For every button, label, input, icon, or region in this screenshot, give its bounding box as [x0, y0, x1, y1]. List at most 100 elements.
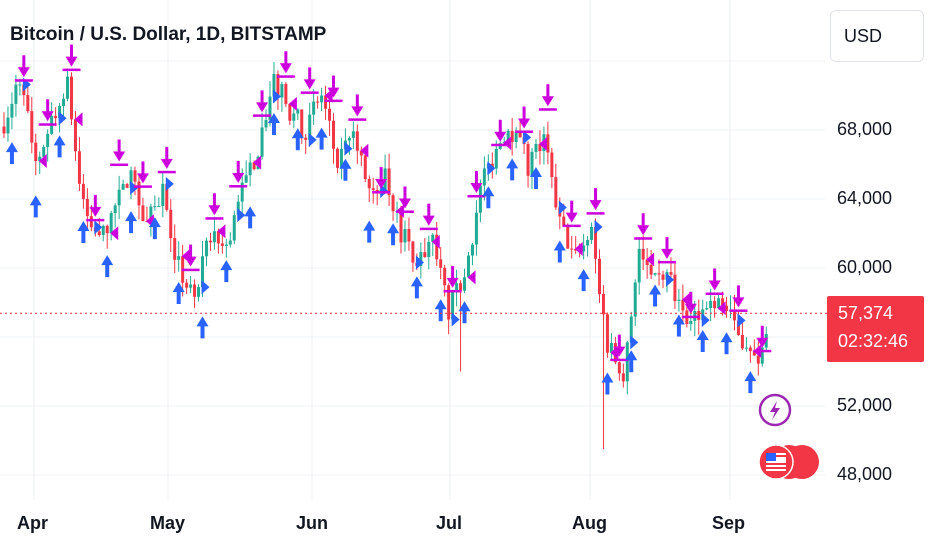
candle-body — [212, 231, 216, 243]
month-tick-label: Jun — [296, 513, 329, 533]
buy-signal-arrow — [244, 206, 257, 229]
candle-body — [339, 148, 343, 168]
candle-body — [494, 148, 498, 169]
right-signal-marker — [308, 132, 317, 147]
sell-signal-bar — [205, 217, 224, 220]
candle-body — [482, 168, 486, 186]
candle-body — [637, 248, 641, 283]
price-tick-label: 52,000 — [837, 395, 893, 415]
candle-body — [705, 308, 709, 310]
right-signal-marker — [666, 272, 675, 287]
month-tick-label: Apr — [17, 513, 48, 533]
candle-body — [81, 183, 85, 199]
candle-body — [2, 126, 6, 134]
sell-signal-bar — [276, 75, 295, 78]
candle-body — [518, 132, 522, 138]
sell-signal-arrow — [565, 200, 578, 223]
candle-body — [244, 175, 248, 183]
candle-body — [530, 151, 534, 176]
us-flag-icon[interactable] — [758, 444, 819, 480]
left-signal-marker — [38, 154, 47, 169]
candle-body — [645, 259, 649, 266]
candle-body — [332, 120, 336, 149]
buy-signal-arrow — [101, 255, 114, 278]
price-tick-label: 68,000 — [837, 119, 893, 139]
candle-body — [105, 225, 109, 234]
candle-body — [276, 74, 280, 98]
left-signal-marker — [646, 252, 655, 267]
buy-signal-arrow — [172, 282, 185, 305]
buy-signal-arrow — [529, 167, 542, 190]
candle-body — [240, 182, 244, 202]
sell-signal-arrow — [541, 84, 554, 107]
sell-signal-arrow — [279, 51, 292, 74]
candle-body — [335, 148, 339, 168]
buy-signal-arrow — [506, 158, 519, 181]
candle-body — [427, 241, 431, 258]
candle-body — [296, 109, 300, 114]
candle-body — [455, 283, 459, 292]
candle-body — [443, 267, 447, 286]
candle-body — [546, 134, 550, 153]
buy-signal-arrow — [649, 284, 662, 307]
left-signal-marker — [217, 224, 226, 239]
candle-body — [117, 189, 121, 206]
right-signal-marker — [165, 176, 174, 191]
sell-signal-bar — [133, 185, 152, 188]
candle-body — [435, 234, 439, 260]
candle-body — [470, 244, 474, 256]
candle-body — [419, 252, 423, 267]
sell-signal-arrow — [303, 67, 316, 90]
candle-body — [451, 291, 455, 320]
candle-body — [204, 240, 208, 257]
candle-body — [439, 259, 443, 268]
buy-signal-arrow — [148, 217, 161, 240]
candle-body — [232, 215, 236, 241]
currency-selector-button[interactable]: USD — [830, 10, 924, 62]
buy-signal-arrow — [315, 127, 328, 150]
candle-body — [391, 195, 395, 212]
candle-body — [153, 206, 157, 208]
candle-body — [208, 240, 212, 243]
sell-signal-arrow — [160, 146, 173, 169]
sell-signal-arrow — [637, 213, 650, 236]
buy-signal-arrow — [339, 158, 352, 181]
candle-body — [689, 320, 693, 325]
candle-body — [756, 355, 760, 364]
sell-signal-arrow — [184, 244, 197, 267]
candle-body — [26, 95, 30, 112]
sell-signal-bar — [515, 130, 534, 134]
candle-body — [431, 234, 435, 242]
candle-body — [760, 347, 764, 364]
chart-title: Bitcoin / U.S. Dollar, 1D, BITSTAMP — [10, 24, 327, 45]
signal-arrows — [5, 44, 772, 395]
buy-signal-arrow — [601, 372, 614, 395]
sell-signal-arrow — [684, 291, 697, 314]
candle-body — [38, 156, 42, 162]
lightning-icon[interactable] — [758, 393, 792, 427]
sell-signal-arrow — [375, 167, 388, 190]
candle-body — [228, 240, 232, 245]
candle-body — [216, 231, 220, 244]
sell-signal-bar — [14, 79, 33, 82]
sell-signal-bar — [229, 185, 248, 188]
candle-body — [10, 103, 14, 118]
sell-signal-bar — [705, 292, 724, 296]
sell-signal-bar — [86, 218, 105, 222]
candle-body — [669, 272, 673, 275]
candle-body — [264, 119, 268, 128]
sell-signal-bar — [62, 68, 81, 72]
candle-body — [125, 184, 129, 188]
candle-body — [66, 76, 70, 99]
candle-body — [359, 150, 363, 156]
candle-body — [280, 84, 284, 98]
candle-body — [149, 206, 153, 222]
candle-body — [236, 201, 240, 216]
last-price-tag: 57,374 02:32:46 — [827, 296, 924, 362]
buy-signal-arrow — [577, 269, 590, 292]
month-tick-label: Sep — [712, 513, 746, 533]
buy-signal-arrow — [720, 332, 733, 355]
sell-signal-arrow — [41, 99, 54, 122]
